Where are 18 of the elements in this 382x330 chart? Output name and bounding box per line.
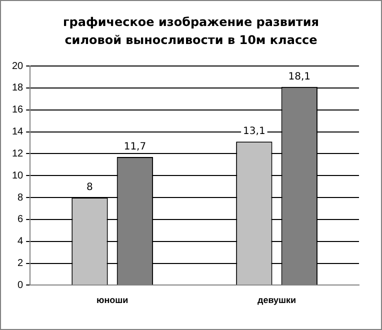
data-label: 8 — [86, 182, 93, 194]
y-tick-label: 20 — [12, 60, 24, 72]
y-tick-label: 18 — [12, 82, 24, 94]
data-label: 18,1 — [288, 71, 311, 82]
y-tick-label: 2 — [18, 258, 24, 270]
y-tick-label: 14 — [12, 126, 24, 138]
x-tick-label: юноши — [96, 295, 128, 306]
y-tick-label: 4 — [18, 236, 24, 248]
data-label: 13,1 — [243, 126, 266, 138]
y-tick-label: 12 — [12, 148, 24, 160]
y-tick-label: 6 — [18, 214, 24, 226]
y-tick-label: 0 — [18, 280, 24, 291]
y-tick-label: 16 — [12, 104, 24, 116]
data-label: 11,7 — [124, 142, 146, 153]
y-tick-label: 8 — [18, 192, 24, 204]
y-tick-label: 10 — [12, 170, 24, 182]
x-tick-label: девушки — [257, 295, 296, 306]
chart-title: графическое изображение развития силовой выносливости в 10м классе — [62, 14, 320, 49]
